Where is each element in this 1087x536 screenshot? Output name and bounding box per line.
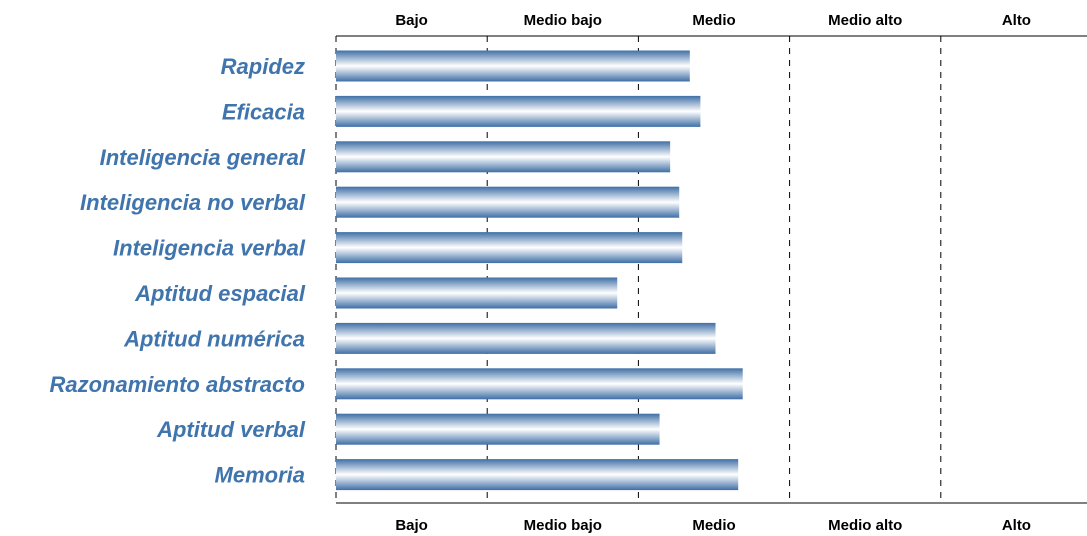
zone-label-top: Medio bajo: [524, 12, 602, 29]
category-label: Aptitud verbal: [156, 417, 306, 442]
category-label: Razonamiento abstracto: [50, 372, 306, 397]
bar: [336, 50, 690, 82]
zone-label-top: Medio: [692, 12, 735, 29]
category-label: Inteligencia no verbal: [80, 190, 306, 215]
zone-labels-bottom: Bajo Medio bajo Medio Medio alto Alto: [395, 517, 1031, 534]
bar: [336, 368, 743, 400]
zone-label-bottom: Alto: [1002, 517, 1031, 534]
zone-label-top: Medio alto: [828, 12, 902, 29]
bar: [336, 95, 701, 127]
bar: [336, 322, 716, 354]
zone-label-bottom: Medio: [692, 517, 735, 534]
category-label: Aptitud espacial: [134, 281, 306, 306]
bars: [336, 50, 743, 491]
bar: [336, 141, 671, 173]
category-labels: Rapidez Eficacia Inteligencia general Intel…: [50, 54, 306, 488]
zone-label-top: Bajo: [395, 12, 428, 29]
bar: [336, 277, 618, 309]
bar: [336, 186, 680, 218]
category-label: Eficacia: [222, 99, 305, 124]
bar: [336, 413, 660, 445]
category-label: Inteligencia verbal: [113, 236, 306, 261]
zone-labels-top: Bajo Medio bajo Medio Medio alto Alto: [395, 12, 1031, 29]
zone-label-bottom: Medio bajo: [524, 517, 602, 534]
bar: [336, 232, 683, 264]
zone-label-bottom: Bajo: [395, 517, 428, 534]
zone-label-bottom: Medio alto: [828, 517, 902, 534]
category-label: Inteligencia general: [100, 145, 306, 170]
bar: [336, 459, 739, 491]
category-label: Rapidez: [221, 54, 305, 79]
zone-label-top: Alto: [1002, 12, 1031, 29]
category-label: Aptitud numérica: [123, 326, 305, 351]
category-label: Memoria: [215, 463, 305, 488]
